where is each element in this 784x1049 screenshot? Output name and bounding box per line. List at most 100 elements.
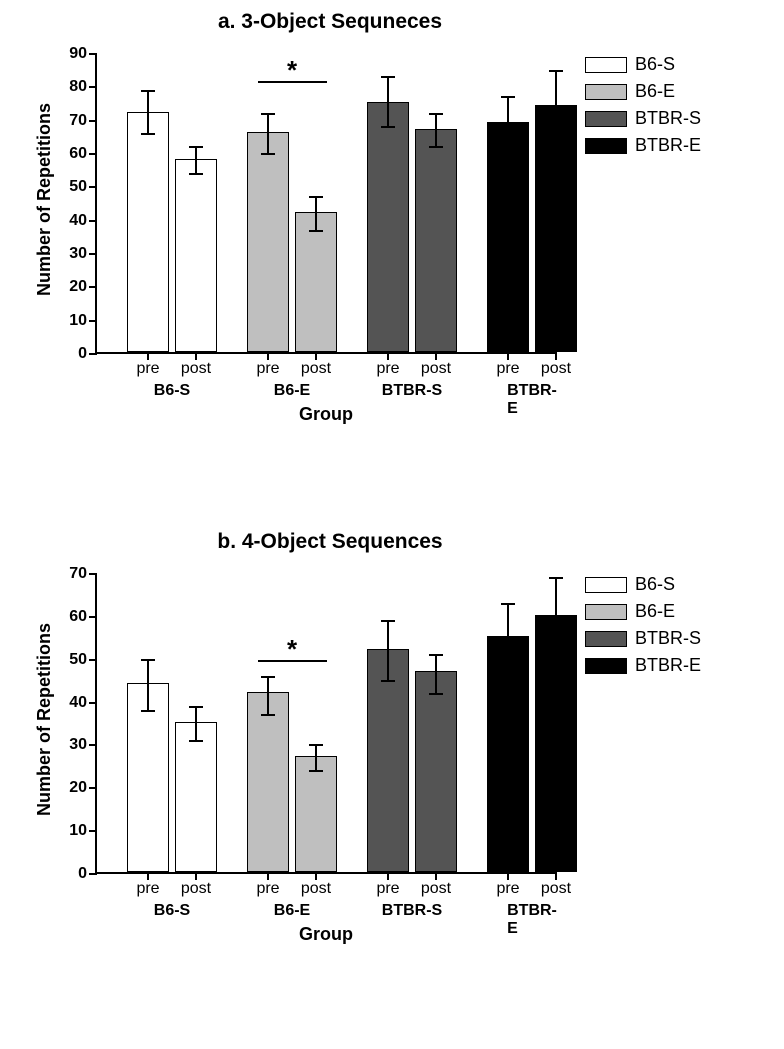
x-tick	[267, 872, 269, 880]
error-bar-cap	[261, 113, 275, 115]
legend: B6-SB6-EBTBR-SBTBR-E	[585, 54, 701, 444]
error-bar-cap	[261, 153, 275, 155]
y-tick	[89, 153, 97, 155]
y-tick-label: 40	[69, 694, 87, 712]
bar	[175, 159, 217, 352]
error-bar-cap	[261, 676, 275, 678]
y-tick	[89, 120, 97, 122]
x-tick	[315, 872, 317, 880]
x-tick-label: post	[301, 880, 331, 898]
error-bar-cap	[549, 650, 563, 652]
error-bar-cap	[429, 693, 443, 695]
chart-b: b. 4-Object SequencesNumber of Repetitio…	[30, 530, 701, 964]
error-bar-cap	[141, 133, 155, 135]
y-tick-label: 0	[78, 345, 87, 363]
error-bar	[315, 745, 317, 771]
legend-swatch	[585, 658, 627, 674]
y-tick	[89, 573, 97, 575]
x-tick	[147, 872, 149, 880]
bar	[175, 722, 217, 872]
error-bar-cap	[189, 146, 203, 148]
error-bar-cap	[549, 577, 563, 579]
group-label: BTBR-E	[507, 382, 557, 418]
plot-wrap: Number of Repetitions0102030405060708090…	[30, 44, 701, 444]
y-tick-label: 50	[69, 651, 87, 669]
x-tick	[507, 352, 509, 360]
y-tick	[89, 286, 97, 288]
error-bar-cap	[141, 659, 155, 661]
error-bar	[267, 677, 269, 716]
error-bar-cap	[189, 173, 203, 175]
y-tick-label: 20	[69, 278, 87, 296]
legend-swatch	[585, 84, 627, 100]
significance-star: *	[287, 55, 297, 86]
error-bar-cap	[501, 146, 515, 148]
error-bar	[315, 197, 317, 230]
group-label: B6-E	[274, 902, 310, 920]
legend-item: BTBR-E	[585, 655, 701, 676]
bar	[415, 129, 457, 352]
legend-swatch	[585, 631, 627, 647]
error-bar-cap	[309, 770, 323, 772]
error-bar	[555, 578, 557, 651]
bar	[247, 692, 289, 872]
group-label: B6-S	[154, 902, 190, 920]
x-tick-label: post	[421, 360, 451, 378]
error-bar-cap	[309, 230, 323, 232]
error-bar-cap	[549, 140, 563, 142]
significance-star: *	[287, 634, 297, 665]
legend-swatch	[585, 111, 627, 127]
error-bar	[555, 71, 557, 141]
y-tick	[89, 830, 97, 832]
legend-label: B6-E	[635, 81, 675, 102]
x-tick	[147, 352, 149, 360]
y-tick	[89, 220, 97, 222]
bar	[247, 132, 289, 352]
y-tick-label: 80	[69, 78, 87, 96]
bar	[295, 212, 337, 352]
plot-area: 010203040506070prepostB6-SprepostB6-Epre…	[55, 564, 565, 964]
y-tick-label: 0	[78, 865, 87, 883]
y-tick	[89, 86, 97, 88]
legend-swatch	[585, 604, 627, 620]
x-tick-label: post	[181, 880, 211, 898]
y-tick-label: 60	[69, 145, 87, 163]
y-tick	[89, 873, 97, 875]
error-bar-cap	[141, 90, 155, 92]
error-bar-cap	[309, 196, 323, 198]
legend-item: B6-E	[585, 81, 701, 102]
x-tick-label: post	[181, 360, 211, 378]
y-tick-label: 70	[69, 112, 87, 130]
error-bar-cap	[429, 146, 443, 148]
error-bar-cap	[261, 714, 275, 716]
y-tick	[89, 186, 97, 188]
bar	[367, 102, 409, 352]
bar	[487, 636, 529, 872]
y-axis-label: Number of Repetitions	[30, 564, 55, 874]
x-tick-label: pre	[376, 360, 399, 378]
x-tick-label: post	[301, 360, 331, 378]
x-tick-label: pre	[496, 880, 519, 898]
legend-label: BTBR-S	[635, 108, 701, 129]
group-label: BTBR-S	[382, 902, 442, 920]
error-bar	[147, 660, 149, 711]
error-bar-cap	[381, 126, 395, 128]
legend: B6-SB6-EBTBR-SBTBR-E	[585, 574, 701, 964]
x-tick	[555, 872, 557, 880]
y-tick-label: 30	[69, 736, 87, 754]
x-tick	[555, 352, 557, 360]
error-bar-cap	[381, 680, 395, 682]
error-bar	[435, 655, 437, 694]
legend-swatch	[585, 138, 627, 154]
error-bar-cap	[141, 710, 155, 712]
error-bar-cap	[189, 740, 203, 742]
y-axis-label: Number of Repetitions	[30, 44, 55, 354]
x-tick	[315, 352, 317, 360]
x-tick	[387, 872, 389, 880]
legend-label: BTBR-E	[635, 655, 701, 676]
y-tick	[89, 659, 97, 661]
legend-item: B6-E	[585, 601, 701, 622]
error-bar-cap	[381, 620, 395, 622]
error-bar-cap	[189, 706, 203, 708]
error-bar-cap	[381, 76, 395, 78]
